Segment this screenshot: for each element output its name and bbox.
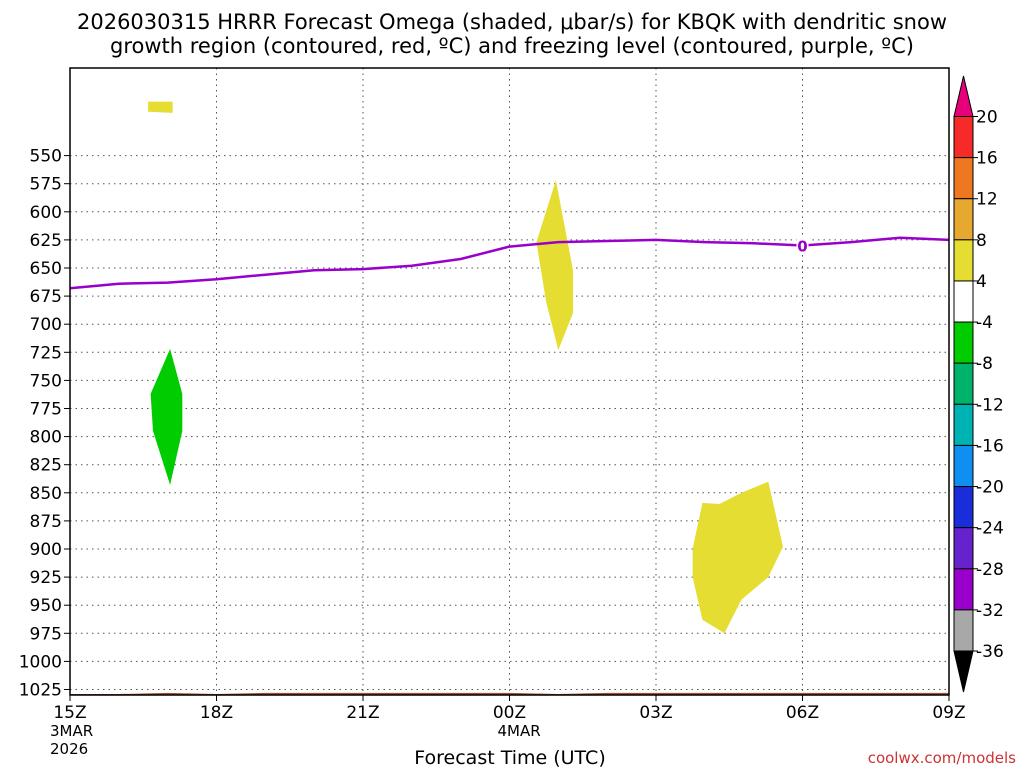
chart-title-line-1: 2026030315 HRRR Forecast Omega (shaded, … — [77, 10, 947, 34]
colorbar-segment — [953, 116, 974, 159]
y-tick-label: 700 — [30, 315, 62, 335]
colorbar-segment — [953, 198, 974, 241]
omega-area-4 — [692, 481, 783, 634]
colorbar-label: -12 — [976, 395, 1004, 415]
y-tick-label: 575 — [30, 175, 62, 195]
x-tick-label: 21Z — [346, 703, 379, 723]
colorbar-label: 8 — [976, 231, 987, 251]
omega-area-2 — [150, 348, 183, 485]
colorbar-segment — [953, 486, 974, 529]
y-tick-label: 975 — [30, 624, 62, 644]
colorbar-label: -8 — [976, 354, 993, 374]
colorbar-segment — [953, 609, 974, 652]
freezing-label-bg — [796, 237, 809, 254]
omega-area-3 — [536, 180, 573, 351]
x-tick-label: 09Z — [932, 703, 965, 723]
colorbar: 20 16 12 8 4 -4 -8 -12 -16 -20 -24 -28 -32 -36 — [953, 75, 1004, 693]
colorbar-label: 4 — [976, 272, 987, 292]
colorbar-segment — [953, 568, 974, 611]
colorbar-label: -20 — [976, 478, 1004, 498]
y-tick-label: 1025 — [19, 681, 62, 701]
x-tick-label: 18Z — [200, 703, 233, 723]
colorbar-label: -16 — [976, 436, 1004, 456]
y-tick-label: 825 — [30, 456, 62, 476]
y-axis: 550 575 600 625 650 675 700 725 750 775 800 825 850 8… — [19, 147, 70, 701]
y-tick-label: 800 — [30, 428, 62, 448]
y-tick-label: 650 — [30, 259, 62, 279]
colorbar-label: -28 — [976, 560, 1004, 580]
omega-area-1 — [148, 101, 173, 113]
y-tick-label: 775 — [30, 400, 62, 420]
omega-shading — [148, 101, 783, 634]
y-tick-label: 900 — [30, 540, 62, 560]
y-tick-label: 600 — [30, 203, 62, 223]
y-tick-label: 550 — [30, 147, 62, 167]
x-tick-label: 15Z — [53, 703, 86, 723]
colorbar-segment — [953, 157, 974, 200]
chart-title-line-2: growth region (contoured, red, ºC) and f… — [110, 34, 914, 58]
x-tick-date-label: 3MAR — [50, 722, 93, 740]
freezing-level-layer: 0 — [69, 236, 950, 290]
y-tick-label: 725 — [30, 343, 62, 363]
y-tick-label: 875 — [30, 512, 62, 532]
x-tick-date-label: 4MAR — [498, 722, 541, 740]
x-tick-label: 06Z — [786, 703, 819, 723]
colorbar-segment — [953, 362, 974, 405]
colorbar-label: 20 — [976, 108, 998, 128]
y-tick-label: 675 — [30, 287, 62, 307]
colorbar-label: -32 — [976, 601, 1004, 621]
colorbar-label: -4 — [976, 313, 993, 333]
y-tick-label: 625 — [30, 231, 62, 251]
colorbar-segment — [953, 527, 974, 570]
colorbar-segment — [953, 280, 974, 323]
y-tick-label: 925 — [30, 568, 62, 588]
y-tick-label: 1000 — [19, 652, 62, 672]
x-tick-year-label: 2026 — [50, 740, 88, 758]
colorbar-segment — [953, 403, 974, 446]
freezing-level-label: 0 — [797, 238, 807, 256]
colorbar-segment — [953, 321, 974, 364]
credit-text: coolwx.com/models — [868, 749, 1016, 767]
x-axis-label: Forecast Time (UTC) — [414, 747, 605, 768]
colorbar-label: -36 — [976, 642, 1004, 662]
y-tick-label: 750 — [30, 371, 62, 391]
x-tick-label: 03Z — [639, 703, 672, 723]
colorbar-bottom-triangle — [953, 650, 974, 693]
x-tick-label: 00Z — [493, 703, 526, 723]
colorbar-label: -24 — [976, 519, 1004, 539]
colorbar-segment — [953, 239, 974, 282]
colorbar-label: 16 — [976, 149, 998, 169]
y-tick-label: 950 — [30, 596, 62, 616]
colorbar-label: 12 — [976, 190, 998, 210]
colorbar-segment — [953, 444, 974, 488]
y-tick-label: 850 — [30, 484, 62, 504]
